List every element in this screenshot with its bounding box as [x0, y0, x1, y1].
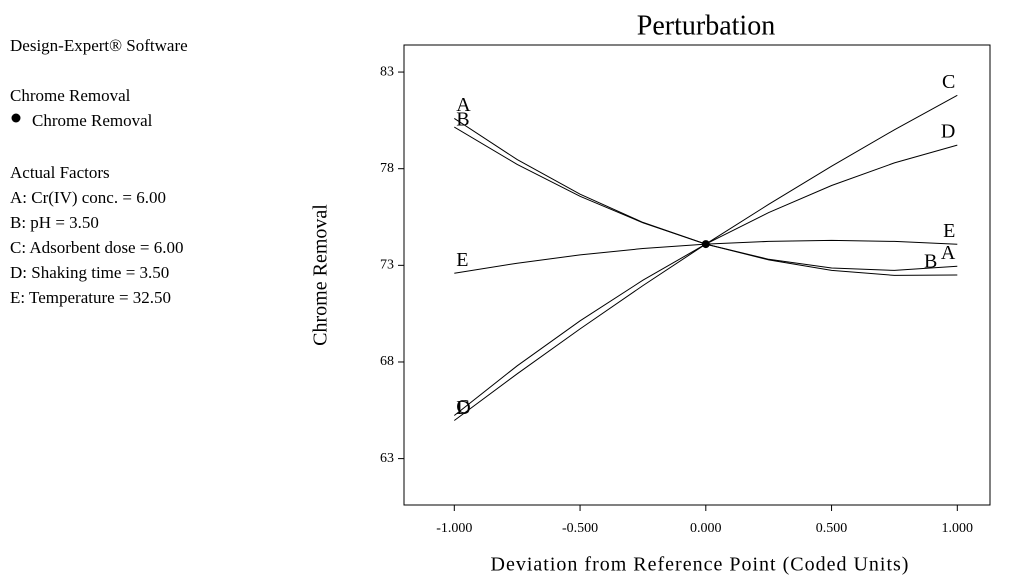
y-axis-label: Chrome Removal [310, 204, 332, 346]
x-tick-label: -1.000 [436, 521, 472, 536]
legend-entry: Chrome Removal [32, 111, 153, 130]
curve-label-start: B [456, 109, 469, 131]
chart-title: Perturbation [637, 10, 775, 41]
x-axis-label: Deviation from Reference Point (Coded Un… [491, 554, 910, 576]
x-tick-label: 1.000 [942, 521, 974, 536]
factor-label: B: pH = 3.50 [10, 213, 99, 232]
reference-point [701, 240, 710, 249]
plot-frame [403, 44, 991, 506]
factors-heading: Actual Factors [10, 163, 110, 182]
y-tick-label: 63 [380, 451, 394, 466]
y-tick-label: 68 [380, 354, 394, 369]
factor-label: E: Temperature = 32.50 [10, 288, 171, 307]
x-tick-label: 0.000 [690, 521, 722, 536]
curve-label-end: C [942, 71, 955, 93]
x-tick-label: 0.500 [816, 521, 848, 536]
curve-label-end: B [924, 251, 937, 273]
y-tick-label: 73 [380, 258, 394, 273]
x-tick-label: -0.500 [562, 521, 598, 536]
curve [453, 144, 958, 416]
legend-marker [11, 113, 21, 123]
curve-label-start: A [456, 94, 471, 116]
curve [454, 126, 958, 276]
curve-label-end: A [941, 242, 956, 264]
factor-label: D: Shaking time = 3.50 [10, 263, 169, 282]
y-tick-label: 78 [380, 161, 394, 176]
factor-label: A: Cr(IV) conc. = 6.00 [10, 188, 166, 207]
y-tick-label: 83 [380, 64, 394, 79]
curve-label-start: C [456, 396, 469, 418]
curve-label-start: E [456, 249, 468, 271]
factor-label: C: Adsorbent dose = 6.00 [10, 238, 183, 257]
response-label: Chrome Removal [10, 86, 131, 105]
curve-label-start: D [456, 397, 470, 419]
software-label: Design-Expert® Software [10, 36, 188, 55]
curve-label-end: D [941, 121, 955, 143]
curve [454, 94, 958, 421]
curve-label-end: E [943, 220, 955, 242]
